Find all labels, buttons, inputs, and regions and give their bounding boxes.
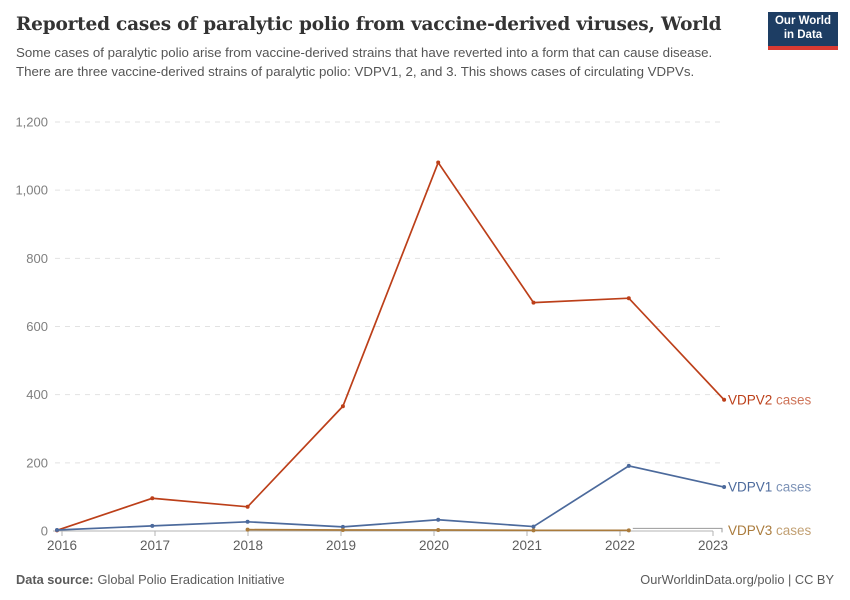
data-point-vdpv2[interactable] [531,300,536,305]
data-point-vdpv1[interactable] [626,463,631,468]
data-point-vdpv3[interactable] [531,528,536,533]
data-point-vdpv2[interactable] [626,296,631,301]
data-source: Data source: Global Polio Eradication Ini… [16,572,285,587]
data-point-vdpv3[interactable] [340,527,345,532]
y-axis-tick-label: 0 [41,524,48,539]
data-source-value: Global Polio Eradication Initiative [97,572,285,587]
owid-logo[interactable]: Our World in Data [768,12,838,50]
chart-title: Reported cases of paralytic polio from v… [16,14,722,35]
series-label-vdpv1[interactable]: VDPV1 cases [728,480,812,495]
y-axis-tick-label: 600 [26,319,48,334]
data-source-label: Data source: [16,572,94,587]
credit-link[interactable]: OurWorldinData.org/polio | CC BY [640,572,834,587]
x-axis-tick-label: 2017 [140,538,170,553]
data-point-vdpv1[interactable] [531,524,536,529]
owid-logo-line2: in Data [783,29,823,41]
data-point-vdpv1[interactable] [245,519,250,524]
data-point-vdpv1[interactable] [436,517,441,522]
series-line-vdpv2 [56,160,725,532]
x-axis-tick-label: 2019 [326,538,356,553]
data-point-vdpv3[interactable] [245,527,250,532]
y-axis-tick-label: 1,200 [15,115,48,130]
data-point-vdpv2[interactable] [436,160,441,165]
chart-footer: Data source: Global Polio Eradication Ini… [16,572,834,587]
x-axis-tick-label: 2016 [47,538,77,553]
series-label-vdpv3[interactable]: VDPV3 cases [728,523,812,538]
chart-subtitle: Some cases of paralytic polio arise from… [16,45,713,79]
data-point-vdpv2[interactable] [340,404,345,409]
y-axis-tick-label: 1,000 [15,183,48,198]
data-point-vdpv1[interactable] [340,524,345,529]
data-point-vdpv3[interactable] [626,528,631,533]
data-point-vdpv2[interactable] [150,496,155,501]
series-line-vdpv1 [56,464,725,531]
owid-logo-line1: Our World [774,15,831,28]
x-axis-tick-label: 2021 [512,538,542,553]
data-point-vdpv3[interactable] [436,527,441,532]
x-axis-tick-label: 2020 [419,538,449,553]
chart-header: Reported cases of paralytic polio from v… [0,0,850,82]
x-axis-tick-label: 2018 [233,538,263,553]
data-point-vdpv1[interactable] [722,485,727,490]
y-axis-tick-label: 800 [26,251,48,266]
series-label-vdpv2[interactable]: VDPV2 cases [728,392,812,407]
data-point-vdpv1[interactable] [55,527,59,532]
y-axis-tick-label: 400 [26,387,48,402]
data-point-vdpv2[interactable] [722,397,727,402]
x-axis-tick-label: 2023 [698,538,728,553]
y-axis-tick-label: 200 [26,455,48,470]
data-point-vdpv2[interactable] [245,504,250,509]
data-point-vdpv1[interactable] [150,523,155,528]
label-connector-vdpv3 [632,527,723,533]
x-axis-tick-label: 2022 [605,538,635,553]
